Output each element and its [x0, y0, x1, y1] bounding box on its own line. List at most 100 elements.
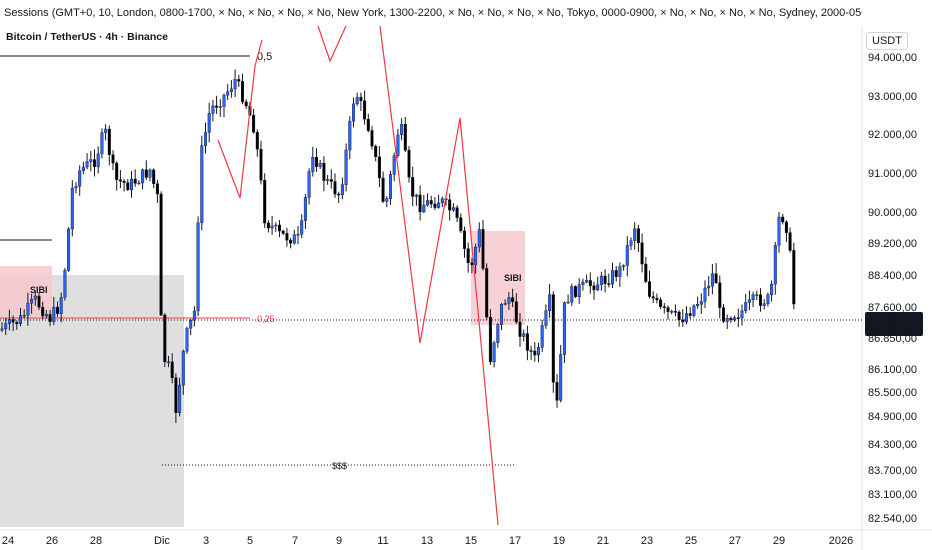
time-tick-label: 5 [247, 535, 253, 547]
candle-body [710, 273, 714, 287]
candle-body [451, 207, 455, 211]
sibi-label-right: SIBI [504, 273, 522, 283]
price-tick-label: 94.000,00 [868, 52, 917, 64]
candle-body [289, 239, 293, 244]
candle-body [174, 377, 178, 413]
price-tick-label: 86.100,00 [868, 364, 917, 376]
candle-body [666, 307, 670, 312]
candle-body [766, 294, 770, 304]
candle-body [33, 295, 37, 300]
candle-body [640, 242, 644, 265]
candle-body [681, 319, 685, 323]
candle-body [596, 284, 600, 291]
candle-body [329, 179, 333, 182]
candle-body [500, 303, 504, 325]
candle-body [611, 270, 615, 285]
candle-body [178, 384, 182, 413]
candle-body [707, 285, 711, 289]
candle-body [63, 270, 67, 298]
candle-body [488, 316, 492, 363]
candle-body [485, 268, 489, 318]
candle-body [533, 350, 537, 356]
price-tick-label: 91.000,00 [868, 168, 917, 180]
candle-body [629, 240, 633, 246]
candle-body [155, 183, 159, 195]
candle-body [685, 313, 689, 323]
candle-body [781, 216, 785, 223]
candle-body [466, 248, 470, 264]
candle-body [67, 228, 71, 271]
candle-body [244, 101, 248, 107]
candle-body [662, 306, 666, 308]
candle-body [773, 245, 777, 285]
candle-body [326, 179, 330, 181]
candle-body [525, 333, 529, 351]
price-axis[interactable]: 94.000,00 93.000,00 92.000,00 91.000,00 90.0… [868, 52, 917, 525]
time-tick-label: 11 [377, 535, 388, 547]
candle-body [81, 166, 85, 171]
candle-body [581, 281, 585, 285]
currency-button[interactable]: USDT [866, 32, 908, 50]
candle-body [496, 324, 500, 343]
candle-body [577, 284, 581, 298]
candle-body [392, 155, 396, 175]
candle-body [4, 323, 8, 330]
candle-body [784, 221, 788, 233]
candle-body [141, 169, 145, 184]
candle-body [433, 203, 437, 208]
time-tick-label: 15 [465, 535, 477, 547]
candle-body [37, 295, 41, 308]
candle-body [255, 132, 259, 150]
candle-body [337, 193, 341, 196]
candle-body [503, 303, 507, 305]
candle-body [263, 180, 267, 224]
candle-body [396, 134, 400, 156]
sessions-indicator-label[interactable]: Sessions (GMT+0, 10, London, 0800-1700, … [4, 7, 862, 19]
candle-body [189, 319, 193, 329]
candle-body [474, 246, 478, 266]
candle-body [555, 382, 559, 401]
price-tick-label: 93.000,00 [868, 91, 917, 103]
candle-body [714, 273, 718, 283]
candle-body [300, 220, 304, 235]
candle-body [703, 287, 707, 302]
candle-body [229, 88, 233, 92]
candle-body [307, 171, 311, 198]
candle-body [548, 294, 552, 311]
candle-body [603, 275, 607, 284]
time-axis[interactable]: 24 26 28 Dic 3 5 7 9 11 13 15 17 19 21 23 25 27 29 2026 [2, 535, 853, 547]
time-tick-label: 13 [421, 535, 433, 547]
time-tick-label: 24 [2, 535, 14, 547]
candle-body [292, 234, 296, 244]
candle-body [736, 317, 740, 319]
price-tick-label: 89.200,00 [868, 238, 917, 250]
time-tick-label: 27 [729, 535, 741, 547]
time-tick-label: 25 [685, 535, 697, 547]
candle-body [181, 351, 185, 386]
candle-body [359, 97, 363, 101]
time-tick-label: 2026 [829, 535, 853, 547]
candle-body [422, 204, 426, 213]
candle-body [625, 245, 629, 266]
candle-body [426, 200, 430, 206]
candle-body [11, 319, 15, 323]
candle-body [725, 318, 729, 322]
candle-body [30, 299, 34, 304]
candle-body [44, 314, 48, 317]
candle-body [56, 306, 60, 314]
time-tick-label: 7 [292, 535, 298, 547]
zigzag-line-top2 [317, 25, 347, 63]
candle-body [266, 222, 270, 229]
candle-body [226, 91, 230, 96]
price-tick-label: 90.000,00 [868, 207, 917, 219]
candle-body [318, 162, 322, 167]
candle-body [507, 297, 511, 304]
candle-body [0, 328, 4, 331]
candle-body [100, 132, 104, 155]
price-tick-label: 88.400,00 [868, 270, 917, 282]
candle-body [315, 157, 319, 167]
symbol-title[interactable]: Bitcoin / TetherUS · 4h · Binance [6, 31, 168, 43]
candle-body [459, 217, 463, 232]
candle-body [514, 301, 518, 323]
